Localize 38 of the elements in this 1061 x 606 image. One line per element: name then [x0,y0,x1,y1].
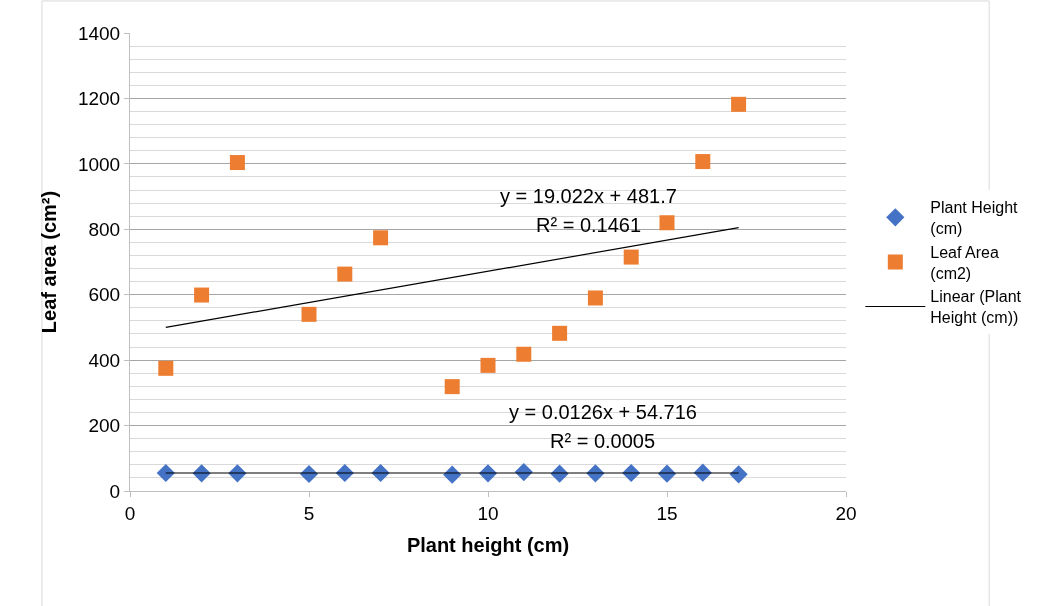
x-tick-label: 10 [477,502,499,524]
x-tick-label: 15 [656,502,678,524]
point [337,266,353,282]
point [552,325,568,341]
annotation: y = 19.022x + 481.7 [500,185,677,207]
point [301,306,317,322]
point [158,360,174,376]
x-tick-label: 0 [124,502,136,524]
point [623,249,639,265]
annotation: R² = 0.1461 [536,214,642,236]
legend-label: Linear (Plant Height (cm)) [930,288,1022,327]
x-axis-title: Plant height (cm) [406,534,570,557]
point [695,154,711,170]
point [516,346,532,362]
point [731,96,747,112]
y-tick-label: 1000 [77,153,121,175]
y-tick-label: 0 [109,480,121,502]
point [729,465,748,484]
point [659,215,675,231]
y-tick-label: 600 [88,284,121,306]
point [444,379,460,395]
y-tick-label: 400 [88,349,121,371]
point [194,287,210,303]
point [480,357,496,373]
y-tick-label: 200 [88,415,121,437]
legend-label: Leaf Area (cm2) [930,243,999,282]
point [229,155,245,171]
x-tick-label: 5 [303,502,315,524]
annotation: R² = 0.0005 [550,430,656,452]
y-tick-label: 1200 [77,88,121,110]
point [373,230,389,246]
annotation: y = 0.0126x + 54.716 [509,401,697,423]
y-axis-title: Leaf area (cm²) [38,190,61,334]
legend-label: Plant Height (cm) [930,199,1019,237]
point [587,290,603,306]
x-tick-label: 20 [835,502,857,524]
y-tick-label: 800 [88,218,121,240]
y-tick-label: 1400 [77,22,121,44]
